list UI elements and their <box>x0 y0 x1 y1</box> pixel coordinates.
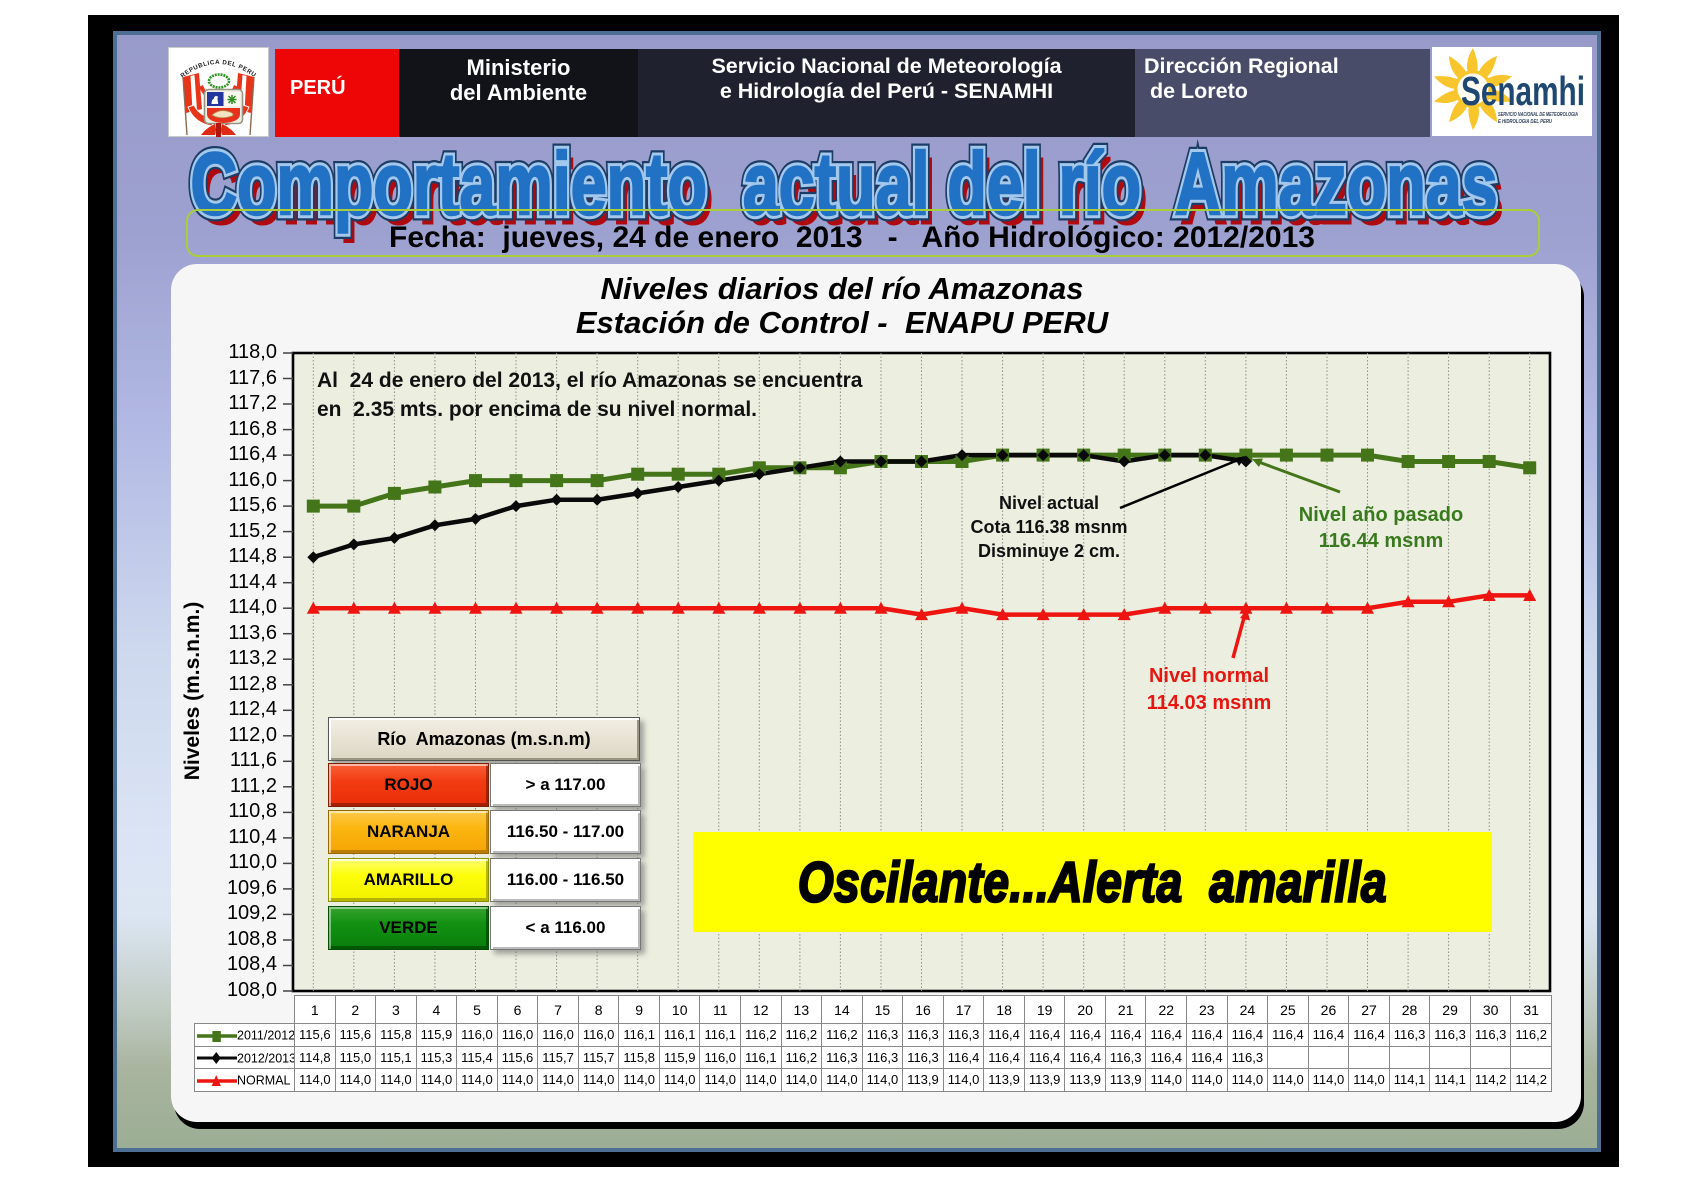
svg-text:SERVICIO NACIONAL DE METEOROLO: SERVICIO NACIONAL DE METEOROLOGIA <box>1498 112 1578 118</box>
svg-text:E HIDROLOGIA DEL PERU: E HIDROLOGIA DEL PERU <box>1498 119 1552 125</box>
svg-text:Comportamiento actual del río: Comportamiento actual del río Amazonas <box>191 136 1498 233</box>
svg-text:Senamhi: Senamhi <box>1461 68 1585 114</box>
svg-text:Comportamiento actual del río: Comportamiento actual del río Amazonas <box>191 136 1498 233</box>
svg-text:Comportamiento actual del río: Comportamiento actual del río Amazonas <box>191 136 1498 233</box>
svg-text:Comportamiento actual del río: Comportamiento actual del río Amazonas <box>197 143 1504 242</box>
